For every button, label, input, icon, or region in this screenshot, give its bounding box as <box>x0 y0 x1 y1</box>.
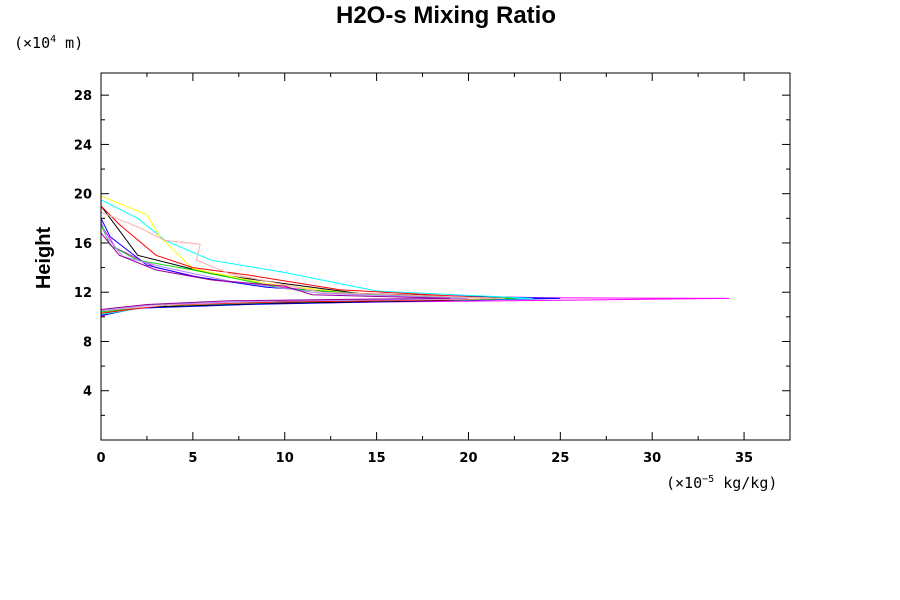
x-tick-label: 0 <box>96 451 105 466</box>
series-line-member-10 <box>100 232 451 310</box>
x-tick-label: 5 <box>188 451 197 466</box>
series-line-member-9 <box>100 220 469 312</box>
y-tick-label: 16 <box>74 237 92 252</box>
x-tick-label: 25 <box>551 451 569 466</box>
y-tick-label: 24 <box>74 138 92 153</box>
x-tick-label: 20 <box>459 451 477 466</box>
y-tick-label: 20 <box>74 188 92 203</box>
x-tick-label: 10 <box>276 451 294 466</box>
y-tick-label: 12 <box>74 286 92 301</box>
axis-ticks: 0 5 10 15 20 25 30 35 4 8 12 16 20 24 28 <box>74 73 790 466</box>
x-tick-label: 35 <box>735 451 753 466</box>
y-axis-label: Height <box>33 227 55 290</box>
x-tick-label: 30 <box>643 451 661 466</box>
chart-title: H2O-s Mixing Ratio <box>336 2 556 29</box>
series-line-member-7 <box>100 205 497 314</box>
plot-area <box>100 73 730 440</box>
y-axis-units: (×104 m) <box>14 34 83 52</box>
x-axis-units: (×10−5 kg/kg) <box>666 474 777 492</box>
y-tick-label: 8 <box>83 335 92 350</box>
plot-frame <box>100 72 791 441</box>
y-tick-label: 4 <box>83 385 92 400</box>
y-tick-label: 28 <box>74 89 92 104</box>
x-tick-label: 15 <box>368 451 386 466</box>
